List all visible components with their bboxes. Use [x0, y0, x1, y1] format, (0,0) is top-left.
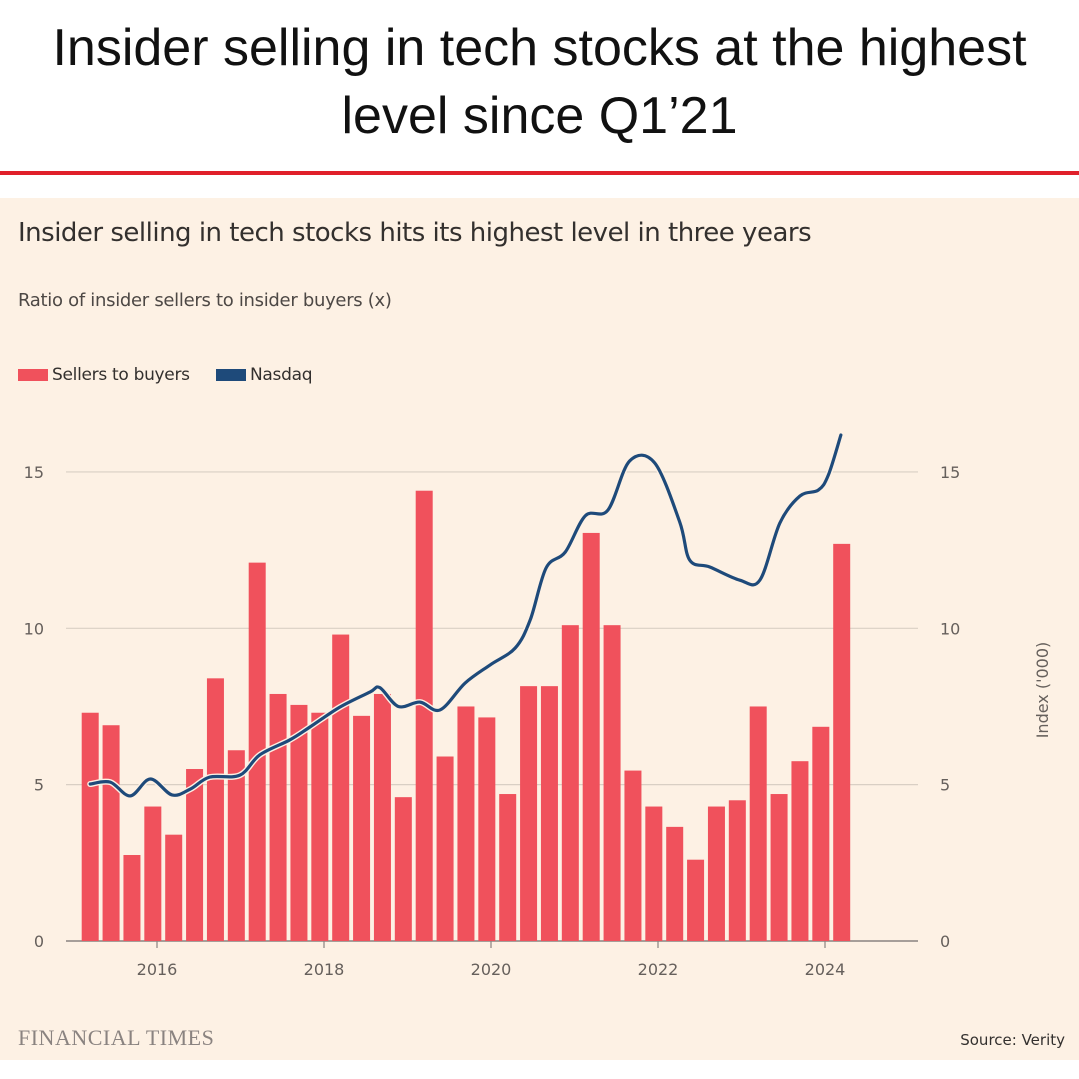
bar	[561, 625, 579, 941]
bar	[186, 769, 204, 941]
headline: Insider selling in tech stocks at the hi…	[52, 19, 1027, 145]
bar	[353, 715, 371, 941]
y-tick-label-right: 0	[940, 932, 950, 951]
right-axis-label: Index ('000)	[1033, 642, 1052, 739]
bar	[582, 532, 600, 941]
bar	[165, 834, 183, 941]
bar	[311, 712, 329, 941]
bar	[81, 712, 99, 941]
legend-item-nasdaq: Nasdaq	[216, 365, 313, 385]
red-divider	[0, 171, 1079, 175]
x-tick-label: 2016	[137, 960, 178, 979]
bar	[833, 543, 851, 941]
legend-swatch-nasdaq	[216, 369, 246, 381]
x-tick-label: 2020	[471, 960, 512, 979]
bar	[687, 859, 705, 941]
bar	[540, 686, 558, 941]
x-tick-label: 2022	[638, 960, 679, 979]
bar	[707, 806, 725, 941]
bar	[603, 625, 621, 941]
bar	[102, 725, 120, 941]
bar	[206, 678, 224, 941]
x-tick-label: 2018	[304, 960, 345, 979]
source-note: Source: Verity	[960, 1031, 1065, 1049]
bar	[457, 706, 475, 941]
bar	[269, 693, 287, 941]
bar	[227, 750, 245, 941]
bar	[144, 806, 162, 941]
nasdaq-line	[88, 433, 843, 798]
bar	[666, 826, 684, 941]
bar	[248, 562, 266, 941]
y-tick-label-right: 5	[940, 776, 950, 795]
bar	[394, 797, 412, 941]
legend-label-sellers: Sellers to buyers	[52, 365, 190, 385]
legend-item-sellers: Sellers to buyers	[18, 365, 190, 385]
y-tick-label-left: 15	[24, 463, 44, 482]
bar	[123, 855, 141, 941]
y-tick-label-right: 15	[940, 463, 960, 482]
bar	[332, 634, 350, 941]
bar	[520, 686, 538, 941]
bar	[749, 706, 767, 941]
legend-swatch-sellers	[18, 369, 48, 381]
chart-subtitle: Ratio of insider sellers to insider buye…	[18, 290, 392, 311]
y-tick-label-left: 5	[34, 776, 44, 795]
bar	[436, 756, 454, 941]
bar	[770, 794, 788, 941]
bar	[415, 490, 433, 941]
bar	[645, 806, 663, 941]
legend-label-nasdaq: Nasdaq	[250, 365, 313, 385]
y-tick-label-left: 0	[34, 932, 44, 951]
bar	[624, 770, 642, 941]
bar	[290, 704, 308, 941]
y-tick-label-right: 10	[940, 619, 960, 638]
bar	[812, 726, 830, 941]
bar	[373, 693, 391, 941]
y-tick-label-left: 10	[24, 619, 44, 638]
chart-title: Insider selling in tech stocks hits its …	[18, 218, 812, 248]
ft-logo: FINANCIAL TIMES	[18, 1025, 215, 1050]
bar	[499, 794, 517, 941]
bar	[791, 761, 809, 941]
bar	[728, 800, 746, 941]
x-tick-label: 2024	[805, 960, 846, 979]
bar	[478, 717, 496, 941]
